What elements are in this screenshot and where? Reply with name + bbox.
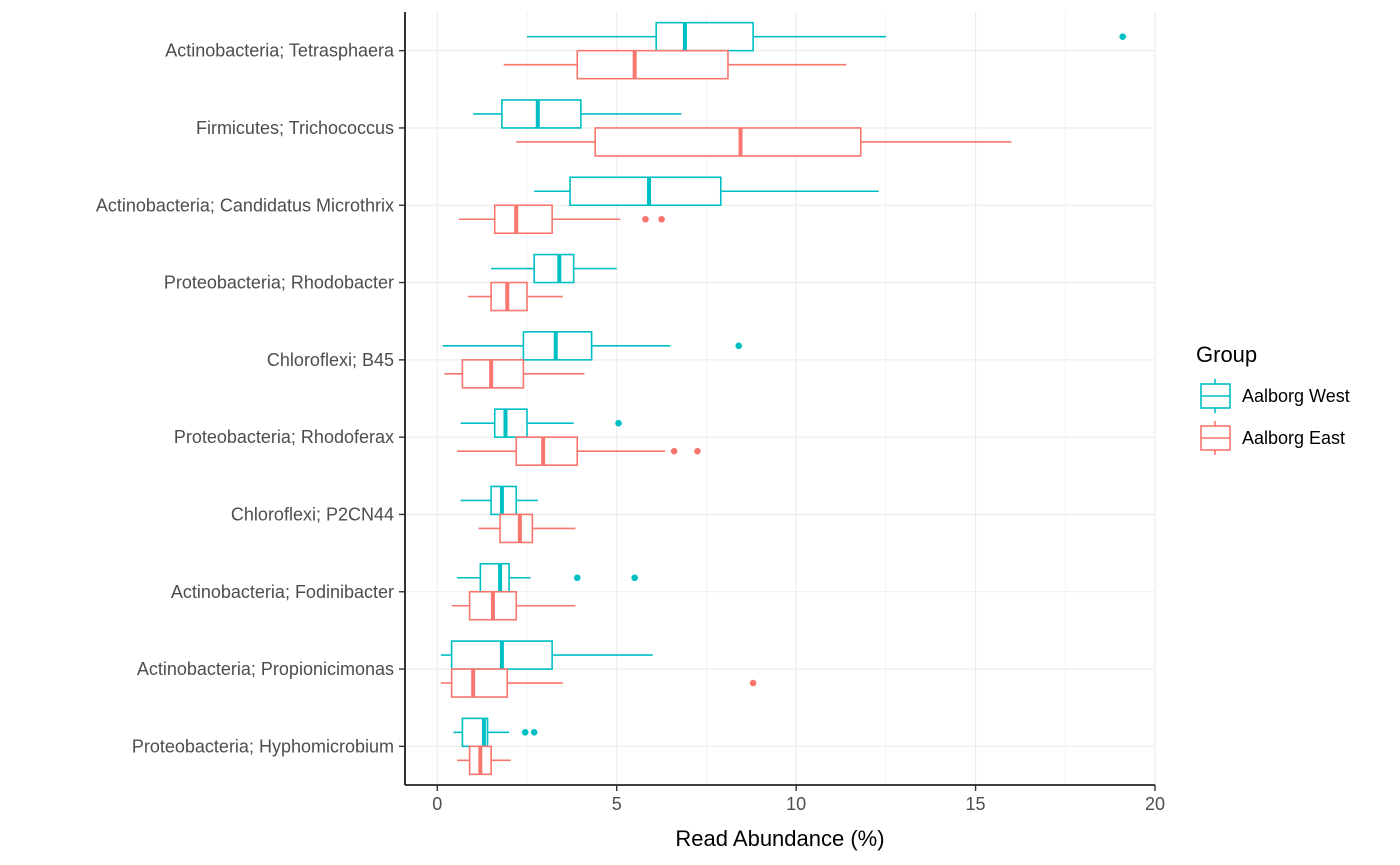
y-tick-label: Proteobacteria; Rhodobacter (164, 273, 394, 293)
outlier-point (658, 215, 665, 223)
x-tick-label: 5 (612, 794, 622, 814)
box-east (457, 436, 701, 466)
x-tick-label: 0 (432, 794, 442, 814)
legend-entries: Aalborg West Aalborg East (1200, 379, 1350, 455)
x-tick-label: 15 (966, 794, 986, 814)
x-tick-label: 10 (786, 794, 806, 814)
box-west (491, 253, 617, 284)
box-iqr (655, 21, 754, 52)
plot-boxes (440, 21, 1127, 776)
box-iqr (515, 436, 579, 466)
box-iqr (493, 204, 553, 235)
outlier-point (749, 679, 757, 687)
y-tick-label: Proteobacteria; Rhodoferax (174, 427, 394, 447)
box-iqr (594, 127, 862, 157)
box-iqr (499, 513, 534, 544)
outlier-point (694, 447, 701, 455)
box-east (451, 590, 576, 621)
y-tick-label: Actinobacteria; Propionicimonas (137, 659, 394, 679)
box-iqr (479, 562, 510, 593)
box-west (442, 331, 743, 361)
outlier-point (631, 574, 638, 582)
outlier-point (530, 729, 538, 736)
outlier-point (642, 215, 649, 223)
x-tick-labels: 0 5 10 15 20 (432, 794, 1165, 814)
outlier-point (1119, 33, 1127, 40)
outlier-point (670, 447, 678, 455)
box-west (460, 485, 538, 516)
box-west (460, 408, 622, 438)
box-east (444, 359, 585, 389)
box-iqr (569, 176, 722, 207)
box-east (457, 745, 511, 776)
outlier-point (521, 729, 529, 736)
y-tick-label: Chloroflexi; B45 (267, 350, 394, 370)
x-axis-title: Read Abundance (%) (675, 826, 884, 851)
outlier-point (615, 419, 622, 427)
y-tick-label: Actinobacteria; Tetrasphaera (165, 41, 395, 61)
y-tick-label: Actinobacteria; Fodinibacter (171, 582, 394, 602)
box-east (458, 204, 665, 235)
box-east (503, 49, 847, 80)
outlier-point (573, 574, 581, 582)
box-iqr (501, 99, 582, 129)
box-east (440, 668, 757, 698)
box-west (453, 717, 538, 748)
y-tick-label: Proteobacteria; Hyphomicrobium (132, 736, 394, 756)
box-iqr (493, 408, 528, 438)
axes (399, 12, 1156, 791)
y-tick-labels: Actinobacteria; Tetrasphaera Firmicutes; … (96, 41, 395, 757)
x-tick-label: 20 (1145, 794, 1165, 814)
outlier-point (735, 342, 743, 350)
legend-label: Aalborg East (1242, 428, 1345, 448)
legend-label: Aalborg West (1242, 386, 1350, 406)
box-west (527, 21, 1127, 52)
box-iqr (450, 668, 509, 698)
y-tick-label: Firmicutes; Trichococcus (196, 118, 394, 138)
box-west (534, 176, 879, 207)
box-west (473, 99, 682, 129)
legend: Group Aalborg West Aalborg East (1196, 342, 1350, 455)
box-iqr (576, 49, 729, 80)
legend-title: Group (1196, 342, 1257, 367)
legend-entry: Aalborg West (1200, 379, 1350, 413)
y-tick-label: Chloroflexi; P2CN44 (231, 504, 394, 524)
box-east (516, 127, 1012, 157)
box-east (467, 281, 563, 312)
y-tick-label: Actinobacteria; Candidatus Microthrix (96, 195, 394, 215)
box-iqr (533, 253, 575, 284)
box-west (457, 562, 638, 593)
box-west (440, 640, 653, 670)
legend-entry: Aalborg East (1200, 421, 1345, 455)
box-east (478, 513, 576, 544)
